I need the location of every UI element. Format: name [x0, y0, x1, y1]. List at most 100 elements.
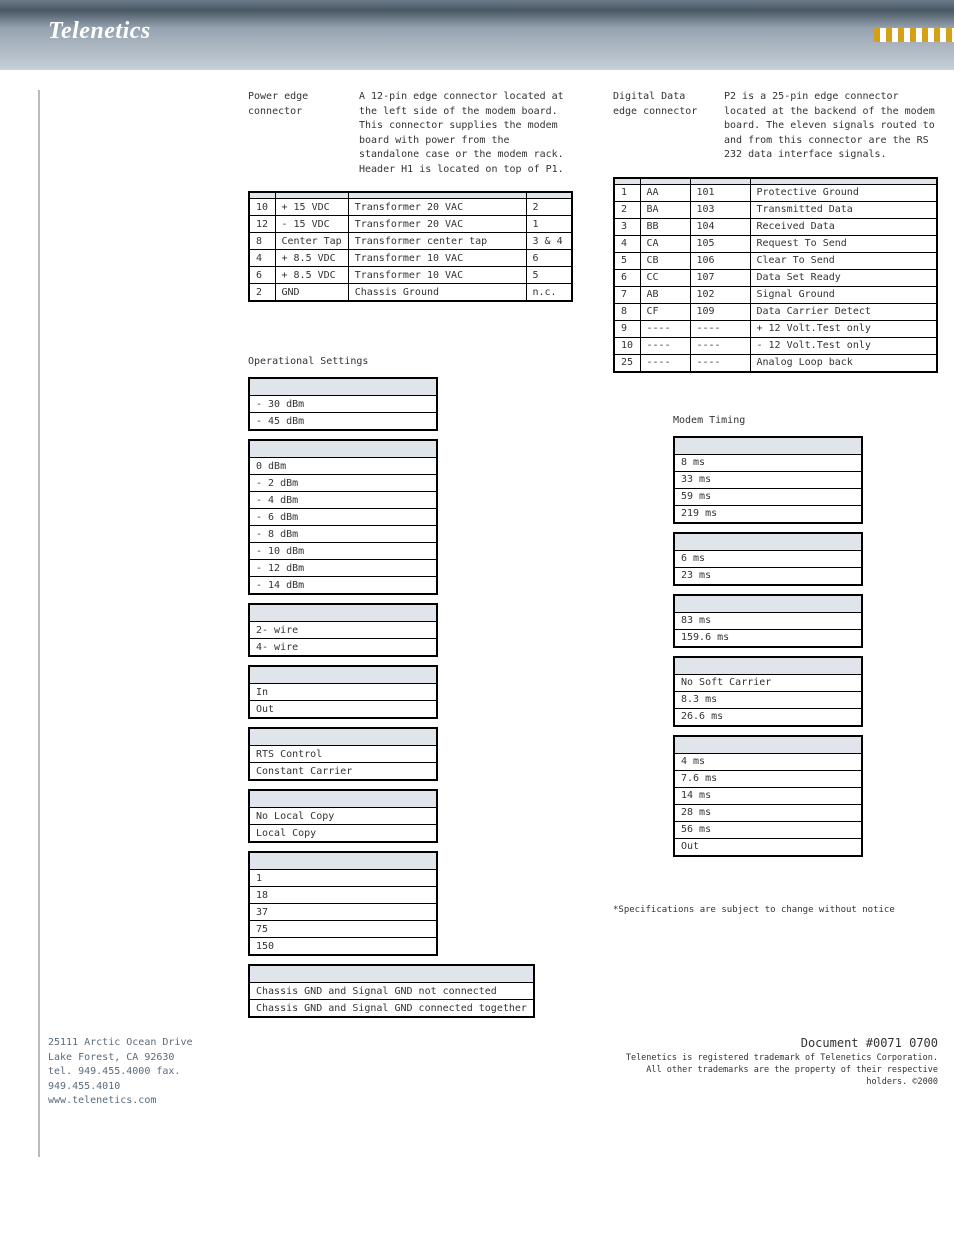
table-cell: CF [640, 303, 690, 320]
table-cell: 9 [614, 320, 640, 337]
table-cell: 6 [526, 250, 572, 267]
timing-title: Modem Timing [673, 415, 938, 426]
settings-table: 83 ms159.6 ms [673, 594, 863, 648]
table-cell: Data Carrier Detect [750, 303, 937, 320]
table-cell: Chassis GND and Signal GND connected tog… [249, 1000, 534, 1018]
table-cell: 7.6 ms [674, 770, 862, 787]
table-cell: 3 & 4 [526, 233, 572, 250]
table-cell: Signal Ground [750, 286, 937, 303]
table-cell: 4 [614, 235, 640, 252]
table-cell: 56 ms [674, 821, 862, 838]
table-cell: 14 ms [674, 787, 862, 804]
table-cell: 103 [690, 201, 750, 218]
table-cell: 2 [614, 201, 640, 218]
table-cell: Request To Send [750, 235, 937, 252]
table-cell: 8 ms [674, 454, 862, 471]
table-cell: 4- wire [249, 639, 437, 657]
table-cell: Transformer 20 VAC [348, 199, 526, 216]
table-cell: - 14 dBm [249, 577, 437, 595]
left-rule [38, 90, 40, 1157]
table-cell: + 12 Volt.Test only [750, 320, 937, 337]
table-cell: Data Set Ready [750, 269, 937, 286]
table-cell: Chassis Ground [348, 284, 526, 302]
table-cell: 10 [249, 199, 275, 216]
table-cell: Transformer center tap [348, 233, 526, 250]
table-cell: 59 ms [674, 488, 862, 505]
table-cell: Transformer 10 VAC [348, 267, 526, 284]
table-cell: 28 ms [674, 804, 862, 821]
table-cell: - 12 dBm [249, 560, 437, 577]
table-cell: - 45 dBm [249, 413, 437, 431]
table-cell: ---- [690, 354, 750, 372]
power-table: 10+ 15 VDCTransformer 20 VAC212- 15 VDCT… [248, 191, 573, 302]
settings-table: No Local CopyLocal Copy [248, 789, 438, 843]
table-cell: 101 [690, 184, 750, 201]
table-cell: CA [640, 235, 690, 252]
table-cell: 26.6 ms [674, 708, 862, 726]
address-line: Lake Forest, CA 92630 [48, 1051, 248, 1066]
digital-label: Digital Data edge connector [613, 90, 708, 163]
document-number: Document #0071 0700 [613, 1035, 938, 1052]
table-cell: 0 dBm [249, 458, 437, 475]
table-cell: AA [640, 184, 690, 201]
table-cell: 102 [690, 286, 750, 303]
table-cell: 2 [526, 199, 572, 216]
table-cell: RTS Control [249, 746, 437, 763]
table-cell: - 8 dBm [249, 526, 437, 543]
table-cell: 6 [614, 269, 640, 286]
address-line: www.telenetics.com [48, 1094, 248, 1109]
table-cell: 105 [690, 235, 750, 252]
table-cell: - 2 dBm [249, 475, 437, 492]
power-label: Power edge connector [248, 90, 343, 177]
table-cell: 37 [249, 904, 437, 921]
brand-logo: Telenetics [48, 18, 151, 45]
table-cell: 6 [249, 267, 275, 284]
power-desc: A 12-pin edge connector located at the l… [359, 90, 573, 177]
address-line: tel. 949.455.4000 fax. 949.455.4010 [48, 1065, 248, 1094]
table-cell: 2 [249, 284, 275, 302]
table-cell: 4 [249, 250, 275, 267]
address-line: 25111 Arctic Ocean Drive [48, 1036, 248, 1051]
table-cell: 2- wire [249, 622, 437, 639]
table-cell: ---- [640, 320, 690, 337]
table-cell: No Local Copy [249, 808, 437, 825]
table-cell: - 10 dBm [249, 543, 437, 560]
table-cell: + 15 VDC [275, 199, 348, 216]
table-cell: 83 ms [674, 612, 862, 629]
table-cell: ---- [640, 354, 690, 372]
table-cell: n.c. [526, 284, 572, 302]
table-cell: 104 [690, 218, 750, 235]
table-cell: CB [640, 252, 690, 269]
table-cell: 33 ms [674, 471, 862, 488]
table-cell: 159.6 ms [674, 629, 862, 647]
settings-table: 4 ms7.6 ms14 ms28 ms56 msOut [673, 735, 863, 857]
table-cell: 107 [690, 269, 750, 286]
table-cell: - 4 dBm [249, 492, 437, 509]
table-cell: Center Tap [275, 233, 348, 250]
spec-note: *Specifications are subject to change wi… [613, 905, 938, 915]
table-cell: - 12 Volt.Test only [750, 337, 937, 354]
settings-table: 2- wire4- wire [248, 603, 438, 657]
table-cell: Clear To Send [750, 252, 937, 269]
table-cell: 106 [690, 252, 750, 269]
table-cell: Analog Loop back [750, 354, 937, 372]
table-cell: No Soft Carrier [674, 674, 862, 691]
table-cell: 23 ms [674, 567, 862, 585]
settings-table: 8 ms33 ms59 ms219 ms [673, 436, 863, 524]
table-cell: 1 [614, 184, 640, 201]
table-cell: 3 [614, 218, 640, 235]
settings-table: 0 dBm- 2 dBm- 4 dBm- 6 dBm- 8 dBm- 10 dB… [248, 439, 438, 595]
footer-line: All other trademarks are the property of… [613, 1065, 938, 1089]
table-cell: 8 [614, 303, 640, 320]
footer-line: Telenetics is registered trademark of Te… [613, 1053, 938, 1065]
table-cell: 5 [614, 252, 640, 269]
op-title: Operational Settings [248, 356, 573, 367]
table-cell: ---- [690, 320, 750, 337]
address-block: 25111 Arctic Ocean Drive Lake Forest, CA… [48, 1036, 248, 1109]
table-cell: 219 ms [674, 505, 862, 523]
table-cell: 18 [249, 887, 437, 904]
footer: Document #0071 0700 Telenetics is regist… [613, 1035, 938, 1089]
table-cell: - 30 dBm [249, 396, 437, 413]
table-cell: 1 [526, 216, 572, 233]
settings-table: RTS ControlConstant Carrier [248, 727, 438, 781]
